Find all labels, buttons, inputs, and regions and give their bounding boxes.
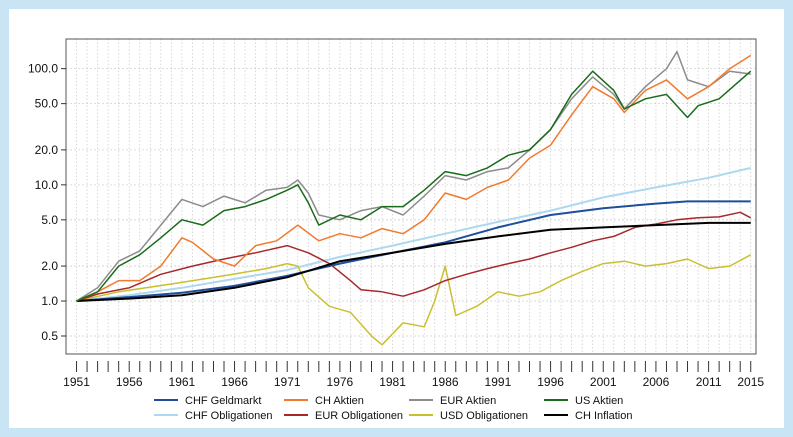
x-tick-label: 2011 (696, 375, 722, 389)
x-tick-label: 1976 (327, 375, 354, 389)
series-line-ch-inflation (76, 221, 751, 302)
x-tick-label: 1991 (485, 375, 512, 389)
legend: CHF Geldmarkt CH Aktien EUR Aktien US Aktie… (154, 395, 632, 422)
y-tick-label: 2.0 (41, 259, 58, 273)
x-tick-label: 1986 (432, 375, 459, 389)
y-tick-label: 5.0 (41, 213, 58, 227)
x-tick-label: 1996 (537, 375, 564, 389)
plot-area-border (65, 38, 757, 355)
y-tick-label: 20.0 (35, 143, 59, 157)
legend-label-chf-obligationen: CHF Obligationen (185, 410, 272, 422)
series-line-ch-aktien (76, 54, 752, 302)
x-tick-label: 1961 (169, 375, 196, 389)
series-line-usd-obligationen (76, 254, 752, 346)
series-lines (76, 50, 752, 346)
y-tick-label: 1.0 (41, 294, 58, 308)
y-tick-label: 50.0 (35, 97, 59, 111)
legend-label-chf-geldmarkt: CHF Geldmarkt (185, 395, 261, 407)
chart-frame: 0.5 1.0 2.0 5.0 10.0 20.0 50.0 100.0 1951 1956 19… (9, 9, 784, 428)
legend-label-usd-obligationen: USD Obligationen (440, 410, 528, 422)
series-line-chf-obligationen (76, 166, 751, 302)
y-tick-label: 10.0 (35, 178, 59, 192)
legend-label-us-aktien: US Aktien (575, 395, 623, 407)
x-tick-label: 1981 (379, 375, 406, 389)
x-tick-label: 2006 (643, 375, 670, 389)
x-tick-label: 1951 (63, 375, 90, 389)
legend-label-ch-inflation: CH Inflation (575, 410, 632, 422)
y-tick-label: 0.5 (41, 329, 58, 343)
x-axis: 1951 1956 1961 1966 1971 1976 1981 1986 1991 1996… (63, 361, 764, 389)
x-tick-label: 1971 (274, 375, 301, 389)
series-line-chf-geldmarkt (76, 200, 751, 302)
legend-label-ch-aktien: CH Aktien (315, 395, 364, 407)
legend-label-eur-aktien: EUR Aktien (440, 395, 496, 407)
x-tick-label: 2015 (737, 375, 764, 389)
legend-label-eur-obligationen: EUR Obligationen (315, 410, 403, 422)
series-line-us-aktien (76, 70, 752, 302)
series-line-eur-aktien (76, 50, 751, 302)
x-tick-label: 1966 (221, 375, 248, 389)
grid (65, 39, 756, 354)
y-tick-label: 100.0 (28, 62, 58, 76)
y-axis: 0.5 1.0 2.0 5.0 10.0 20.0 50.0 100.0 (28, 62, 66, 343)
x-tick-label: 2001 (590, 375, 617, 389)
x-tick-label: 1956 (116, 375, 143, 389)
series-line-eur-obligationen (76, 211, 752, 302)
